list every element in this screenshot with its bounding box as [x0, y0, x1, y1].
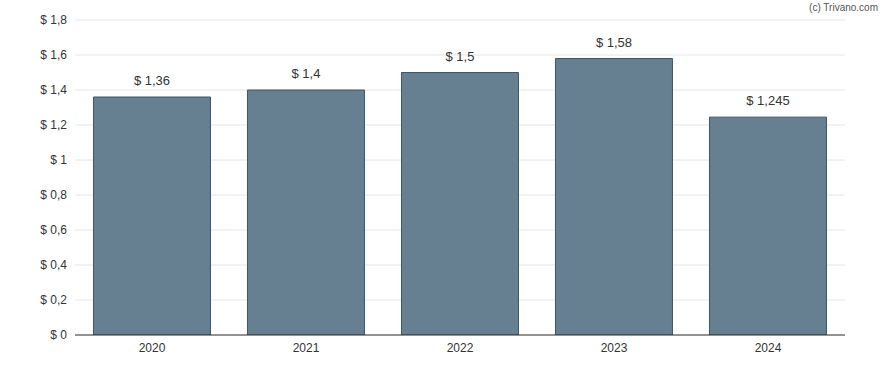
svg-text:2022: 2022: [447, 341, 474, 355]
svg-text:$ 0,2: $ 0,2: [40, 293, 67, 307]
svg-text:$ 1,4: $ 1,4: [40, 83, 67, 97]
svg-text:$ 0: $ 0: [50, 328, 67, 342]
svg-text:$ 1: $ 1: [50, 153, 67, 167]
svg-text:$ 0,8: $ 0,8: [40, 188, 67, 202]
svg-text:$ 1,4: $ 1,4: [292, 66, 321, 81]
svg-text:$ 1,5: $ 1,5: [446, 49, 475, 64]
html-text:(c) Trivano.com: (c) Trivano.com: [809, 2, 878, 13]
svg-text:$ 1,8: $ 1,8: [40, 13, 67, 27]
svg-text:2020: 2020: [139, 341, 166, 355]
svg-text:$ 0,6: $ 0,6: [40, 223, 67, 237]
svg-text:$ 1,58: $ 1,58: [596, 35, 632, 50]
svg-text:2023: 2023: [601, 341, 628, 355]
svg-text:2024: 2024: [755, 341, 782, 355]
svg-text:$ 1,245: $ 1,245: [746, 93, 789, 108]
svg-text:$ 1,6: $ 1,6: [40, 48, 67, 62]
svg-text:$ 0,4: $ 0,4: [40, 258, 67, 272]
svg-text:$ 1,36: $ 1,36: [134, 73, 170, 88]
svg-text:2021: 2021: [293, 341, 320, 355]
svg-text:$ 1,2: $ 1,2: [40, 118, 67, 132]
